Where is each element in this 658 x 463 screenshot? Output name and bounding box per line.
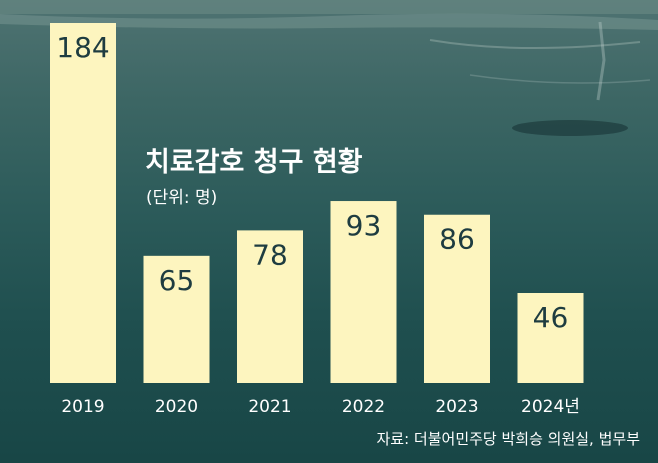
value-label-2022: 93 [346,209,382,242]
bar-2024년 [517,293,584,383]
chart-title: 치료감호 청구 현황 [145,147,363,178]
x-tick-label: 2019 [61,397,104,417]
x-tick-label: 2024년 [521,397,580,417]
value-label-2020: 65 [159,264,195,297]
source-note: 자료: 더불어민주당 박희승 의원실, 법무부 [376,430,641,448]
value-label-2023: 86 [439,223,475,256]
value-label-2019: 184 [56,31,109,64]
x-tick-label: 2020 [155,397,198,417]
x-tick-label: 2022 [342,397,385,417]
bar-2019 [50,23,116,383]
x-tick-label: 2023 [435,397,478,417]
bar-2022 [330,201,397,383]
bar-2020 [143,255,210,383]
value-label-2024년: 46 [533,301,569,334]
bar-2023 [424,214,490,383]
x-tick-label: 2021 [248,397,291,417]
chart-unit-label: (단위: 명) [146,188,218,208]
bar-2021 [237,230,303,383]
value-label-2021: 78 [252,238,288,271]
